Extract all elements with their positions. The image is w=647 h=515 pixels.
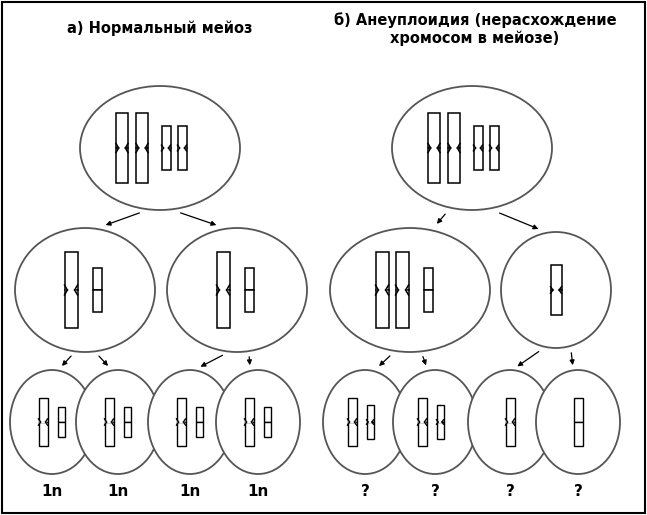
Ellipse shape [76,370,160,474]
Bar [474,126,483,148]
Bar [58,407,65,422]
Bar [347,422,356,446]
Bar [177,398,186,422]
Text: 1n: 1n [107,484,129,499]
Ellipse shape [468,370,552,474]
Bar [366,405,373,422]
Ellipse shape [148,370,232,474]
Text: а) Нормальный мейоз: а) Нормальный мейоз [67,20,253,36]
Ellipse shape [393,370,477,474]
Bar [263,422,270,437]
Text: 1n: 1n [247,484,269,499]
Ellipse shape [167,228,307,352]
Text: б) Анеуплоидия (нерасхождение
хромосом в мейозе): б) Анеуплоидия (нерасхождение хромосом в… [334,12,617,46]
Bar [136,113,148,148]
Bar [448,113,460,148]
Bar [39,422,47,446]
Bar [448,148,460,183]
Bar [424,268,432,290]
Bar [195,407,203,422]
Bar [245,398,254,422]
Bar [58,422,65,437]
Bar [93,268,102,290]
Text: ?: ? [360,484,369,499]
Bar [105,398,113,422]
Text: ?: ? [573,484,582,499]
Bar [395,252,408,290]
Bar [505,422,514,446]
Bar [551,290,562,315]
Bar [162,148,171,170]
Text: 1n: 1n [179,484,201,499]
Bar [177,422,186,446]
Ellipse shape [323,370,407,474]
Bar [474,148,483,170]
Bar [490,126,498,148]
Bar [437,405,443,422]
Bar [428,113,440,148]
Bar [162,126,171,148]
Bar [245,422,254,446]
Bar [39,398,47,422]
Bar [424,290,432,312]
Bar [124,407,131,422]
Bar [105,422,113,446]
Bar [428,148,440,183]
Bar [177,148,186,170]
Bar [417,422,426,446]
Bar [490,148,498,170]
Ellipse shape [15,228,155,352]
Bar [177,126,186,148]
Bar [195,422,203,437]
Bar [245,268,254,290]
Ellipse shape [80,86,240,210]
Bar [375,290,388,328]
Ellipse shape [216,370,300,474]
Text: ?: ? [430,484,439,499]
Bar [124,422,131,437]
Bar [551,265,562,290]
Bar [217,252,230,290]
Bar [573,398,582,422]
Bar [217,290,230,328]
Bar [417,398,426,422]
Bar [505,398,514,422]
Bar [65,252,78,290]
Bar [375,252,388,290]
Bar [136,148,148,183]
Bar [263,407,270,422]
Bar [347,398,356,422]
Bar [65,290,78,328]
Text: ?: ? [505,484,514,499]
Ellipse shape [392,86,552,210]
Bar [437,422,443,439]
Ellipse shape [10,370,94,474]
Bar [245,290,254,312]
Ellipse shape [501,232,611,348]
Ellipse shape [330,228,490,352]
Bar [116,113,128,148]
Bar [366,422,373,439]
Text: 1n: 1n [41,484,63,499]
Bar [93,290,102,312]
Ellipse shape [536,370,620,474]
Bar [573,422,582,446]
Bar [395,290,408,328]
Bar [116,148,128,183]
